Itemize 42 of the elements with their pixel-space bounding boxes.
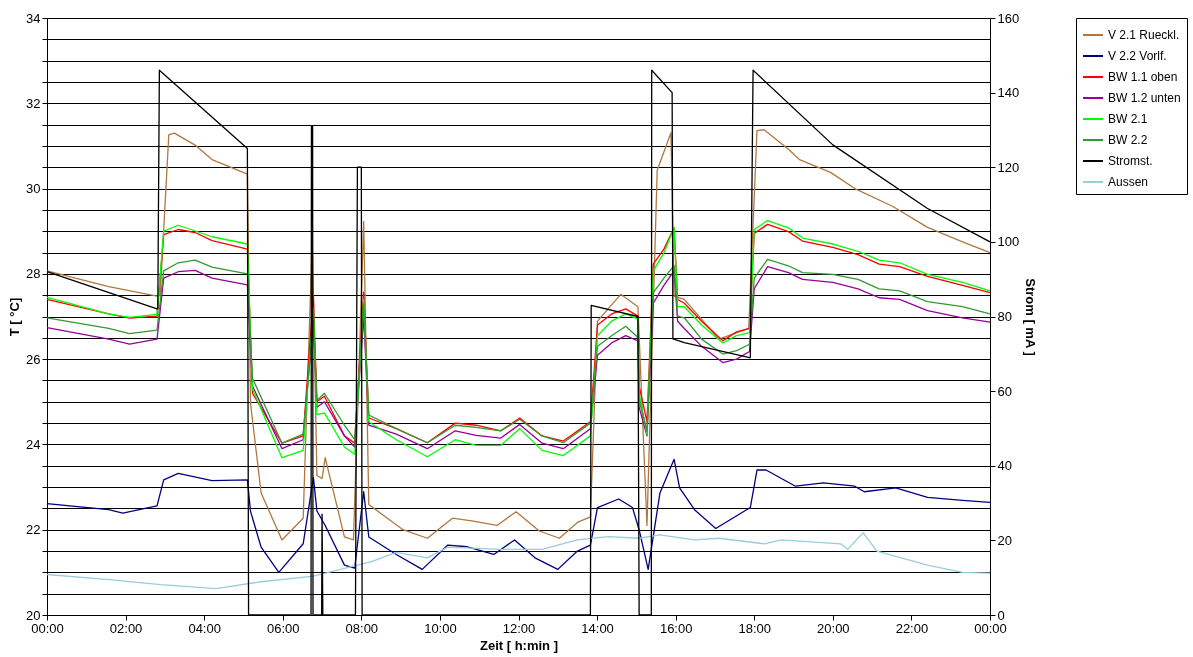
x-tick-label: 18:00	[738, 620, 772, 636]
y-tick-label: 28	[26, 266, 41, 282]
y2-tick-label: 40	[997, 458, 1012, 474]
y2-tick-label: 0	[997, 607, 1005, 623]
legend-label: Stromst.	[1108, 154, 1153, 168]
legend-label: V 2.1 Rueckl.	[1108, 28, 1180, 42]
x-tick-label: 10:00	[424, 620, 457, 636]
legend-label: BW 2.1	[1108, 112, 1148, 126]
line-series	[46, 532, 991, 590]
y2-tick-label: 160	[997, 10, 1020, 26]
legend-label: BW 2.2	[1108, 133, 1148, 147]
y-tick-label: 24	[26, 436, 41, 452]
y-tick-label: 20	[26, 607, 41, 623]
x-tick-label: 04:00	[188, 620, 221, 636]
y2-axis-title: Strom [ mA ]	[1023, 278, 1039, 356]
y2-tick-label: 120	[997, 159, 1020, 175]
legend-label: Aussen	[1108, 175, 1149, 189]
y-tick-label: 22	[26, 522, 41, 538]
y2-tick-label: 60	[997, 383, 1012, 399]
y-axis-title: T [ °C]	[7, 297, 23, 337]
x-tick-label: 08:00	[345, 620, 379, 636]
y2-tick-label: 20	[997, 532, 1012, 548]
x-tick-label: 16:00	[659, 620, 693, 636]
y-tick-label: 26	[26, 351, 41, 367]
x-tick-label: 12:00	[502, 620, 536, 636]
x-tick-label: 14:00	[581, 620, 614, 636]
x-tick-label: 22:00	[895, 620, 929, 636]
x-tick-label: 20:00	[817, 620, 850, 636]
legend-label: V 2.2 Vorlf.	[1108, 49, 1167, 63]
legend-label: BW 1.1 oben	[1108, 70, 1178, 84]
y-tick-label: 32	[26, 95, 41, 111]
x-tick-label: 02:00	[109, 620, 143, 636]
y2-tick-label: 140	[997, 85, 1020, 101]
x-axis-title: Zeit [ h:min ]	[480, 637, 558, 653]
y-tick-label: 34	[26, 10, 41, 26]
y2-tick-label: 100	[997, 234, 1020, 250]
legend-label: BW 1.2 unten	[1108, 91, 1181, 105]
x-tick-label: 06:00	[266, 620, 300, 636]
x-tick-label: 00:00	[974, 620, 1007, 636]
y-tick-label: 30	[26, 181, 41, 197]
x-tick-label: 00:00	[31, 620, 64, 636]
y2-tick-label: 80	[997, 309, 1012, 324]
